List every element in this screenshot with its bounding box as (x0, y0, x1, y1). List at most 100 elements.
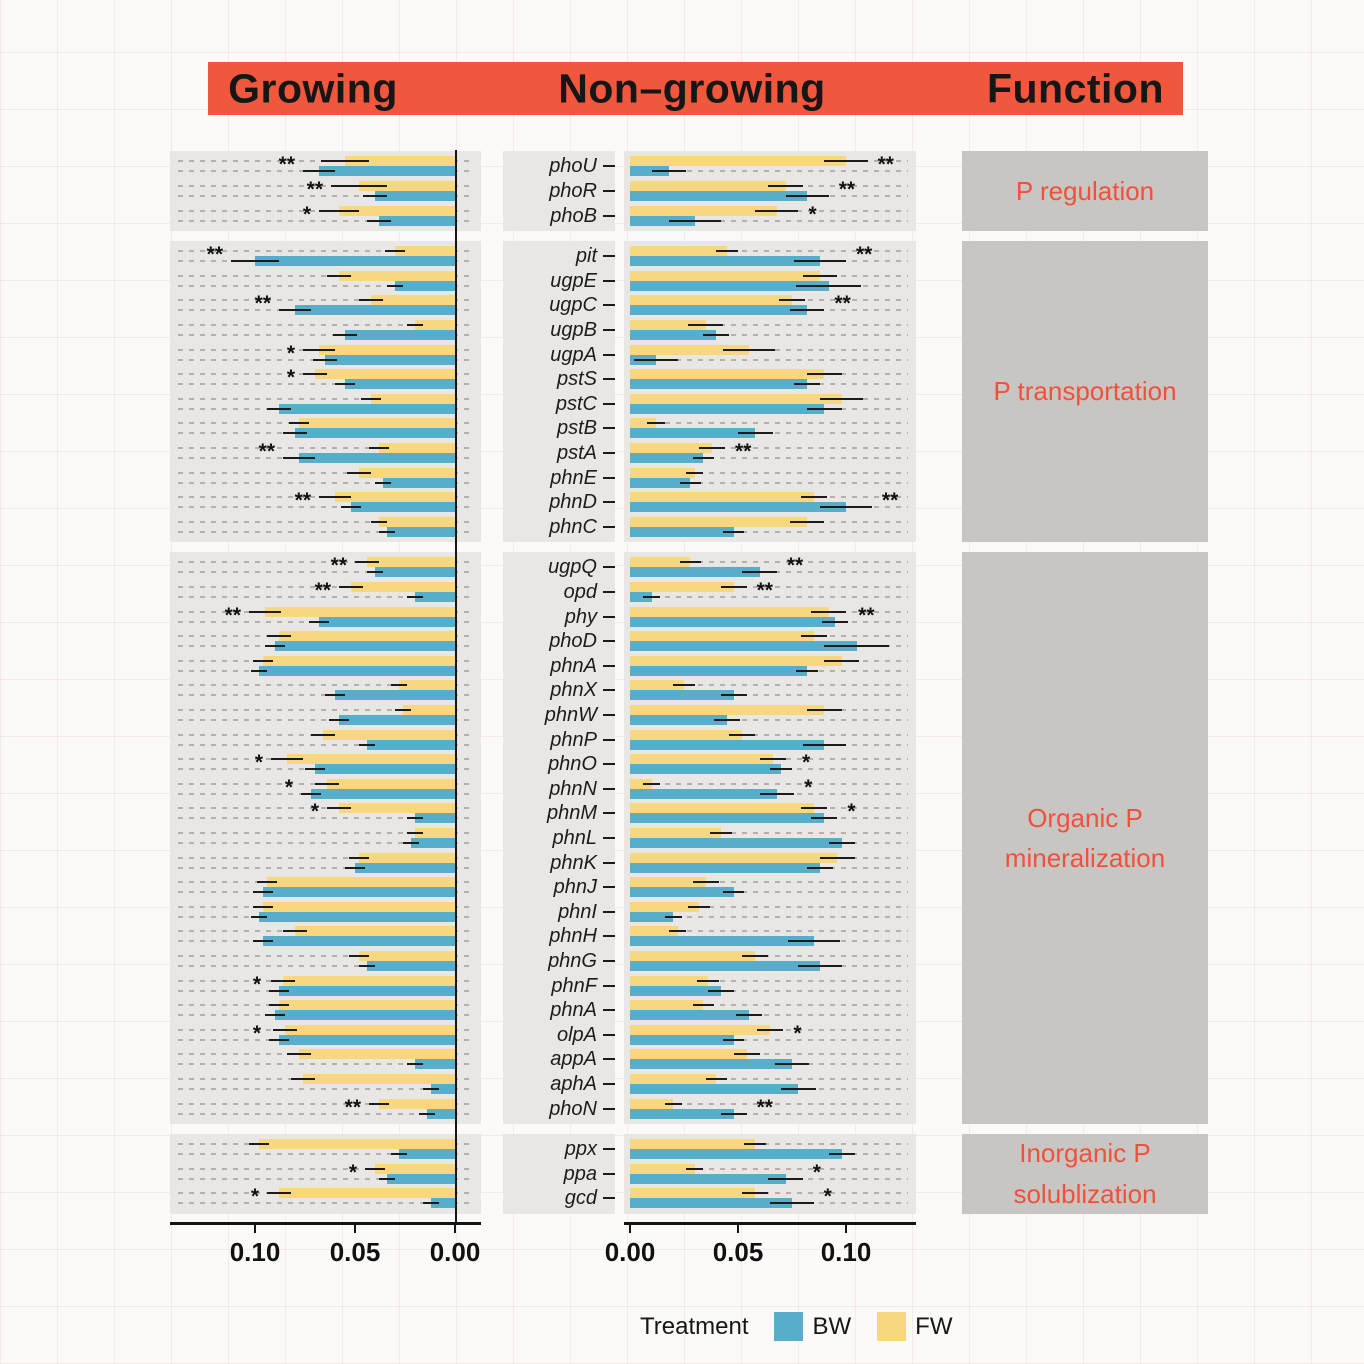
error-whisker (313, 358, 337, 361)
error-whisker (647, 422, 665, 425)
dash-line (178, 561, 471, 564)
gene-label: phoN (549, 1097, 597, 1120)
sig-marker: ** (756, 578, 773, 602)
dash-line (178, 1087, 471, 1090)
dash-line (632, 782, 908, 785)
error-whisker (391, 1153, 407, 1156)
bar-fw (359, 467, 455, 478)
dash-line (178, 964, 471, 967)
error-whisker (692, 881, 719, 884)
gene-label: ugpQ (548, 556, 597, 579)
sig-marker: * (250, 1185, 259, 1209)
error-whisker (729, 733, 756, 736)
header-function: Function (986, 65, 1165, 111)
bar-fw (415, 319, 455, 330)
gene-label-panel (503, 1133, 615, 1214)
gene-label: phoD (549, 630, 597, 653)
error-whisker (738, 432, 773, 435)
gene-label: phy (564, 605, 597, 628)
error-whisker (642, 782, 661, 785)
bar-bw (630, 280, 829, 291)
error-whisker (703, 333, 730, 336)
error-whisker (699, 446, 726, 449)
gene-label: phoU (549, 155, 597, 178)
dash-line (632, 1077, 908, 1080)
error-whisker (759, 792, 795, 795)
error-whisker (789, 520, 825, 523)
error-whisker (824, 645, 890, 648)
dash-line (178, 481, 471, 484)
error-whisker (423, 1202, 439, 1205)
bar-bw (630, 1108, 734, 1119)
gene-tick (603, 165, 615, 168)
gene-label: phnA (550, 654, 597, 677)
dash-line (632, 456, 908, 459)
error-whisker (744, 1143, 767, 1146)
dash-line (178, 471, 471, 474)
bar-bw (630, 452, 704, 463)
error-whisker (331, 184, 387, 187)
sig-marker: * (310, 800, 319, 824)
bar-fw (279, 1188, 455, 1199)
dash-line (632, 1167, 908, 1170)
dash-line (178, 595, 471, 598)
bar-fw (630, 319, 706, 330)
error-whisker (303, 170, 335, 173)
bar-bw (630, 1149, 842, 1160)
bar-bw (630, 887, 734, 898)
dash-line (178, 831, 471, 834)
error-whisker (251, 669, 267, 672)
gene-tick (603, 640, 615, 643)
legend-label-fw: FW (915, 1312, 953, 1340)
error-whisker (379, 1177, 395, 1180)
error-whisker (735, 1014, 762, 1017)
error-whisker (824, 160, 868, 163)
sig-marker: * (286, 366, 295, 390)
gene-tick (603, 984, 615, 987)
axis-tick (454, 1225, 456, 1233)
error-whisker (369, 1102, 389, 1105)
gene-label-panel (503, 240, 615, 542)
bar-bw (630, 960, 821, 971)
sig-marker: ** (834, 292, 851, 316)
dash-line (178, 520, 471, 523)
bar-bw (630, 665, 808, 676)
bar-fw (279, 631, 455, 642)
gene-label: ugpB (550, 318, 597, 341)
error-whisker (796, 669, 818, 672)
bar-fw (327, 778, 455, 789)
error-whisker (802, 274, 838, 277)
gene-label: phnM (546, 802, 597, 825)
gene-tick (603, 476, 615, 479)
gene-tick (603, 713, 615, 716)
bar-bw (299, 452, 455, 463)
error-whisker (796, 284, 862, 287)
dash-line (178, 506, 471, 509)
error-whisker (365, 1167, 385, 1170)
gene-label: pstS (556, 368, 597, 391)
error-whisker (359, 964, 375, 967)
dash-line (632, 831, 908, 834)
dash-line (632, 733, 908, 736)
non-growing-panel (624, 240, 916, 542)
bar-bw (630, 1173, 786, 1184)
error-whisker (385, 250, 405, 253)
error-whisker (634, 358, 678, 361)
gene-label: phnD (549, 491, 597, 514)
error-whisker (720, 694, 747, 697)
dash-line (632, 333, 908, 336)
error-whisker (820, 397, 864, 400)
bar-bw (630, 862, 821, 873)
error-whisker (811, 817, 838, 820)
sig-marker: ** (858, 603, 875, 627)
dash-line (178, 708, 471, 711)
bar-bw (319, 166, 455, 177)
bar-fw (630, 1000, 704, 1011)
gene-label: phnE (550, 466, 597, 489)
error-whisker (419, 1112, 435, 1115)
error-whisker (707, 989, 734, 992)
bar-fw (630, 492, 814, 503)
dash-line (632, 595, 908, 598)
gene-tick (603, 427, 615, 430)
error-whisker (722, 348, 775, 351)
